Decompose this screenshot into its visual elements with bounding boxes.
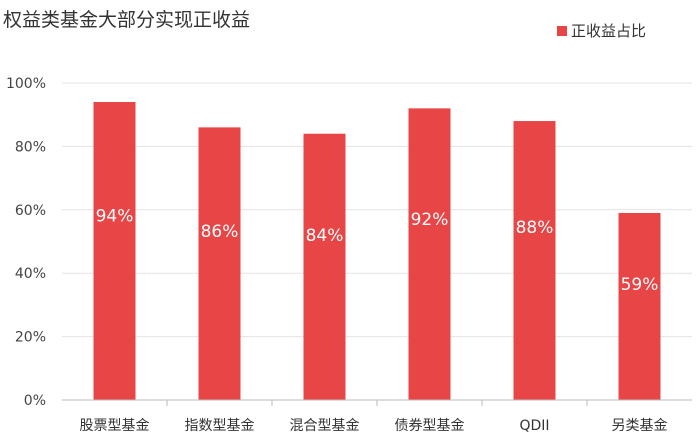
data-label: 92% <box>411 210 449 230</box>
x-tick-label: 股票型基金 <box>80 417 150 434</box>
data-label: 84% <box>306 226 344 246</box>
x-tick-label: QDII <box>519 418 549 434</box>
y-tick-label: 0% <box>24 393 46 409</box>
bar <box>303 133 346 400</box>
bar <box>93 102 136 401</box>
legend: 正收益占比 <box>557 22 646 40</box>
chart-title: 权益类基金大部分实现正收益 <box>3 9 250 31</box>
bar <box>198 127 241 400</box>
y-tick-label: 80% <box>15 139 46 155</box>
data-label: 88% <box>516 218 554 238</box>
bar <box>513 121 556 400</box>
data-labels: 94% 86% 84% 92% 88% 59% <box>96 206 659 295</box>
bar <box>408 108 451 401</box>
y-tick-label: 40% <box>15 266 46 282</box>
x-axis: 股票型基金 指数型基金 混合型基金 债券型基金 QDII 另类基金 <box>62 399 692 434</box>
data-label: 59% <box>621 275 659 295</box>
y-tick-label: 60% <box>15 203 46 219</box>
x-tick-label: 混合型基金 <box>290 417 360 434</box>
x-tick-label: 指数型基金 <box>185 417 255 434</box>
gridlines <box>62 82 692 338</box>
y-tick-label: 100% <box>6 76 46 92</box>
x-tick-label: 债券型基金 <box>395 417 465 434</box>
legend-swatch <box>557 26 567 36</box>
y-axis: 0% 20% 40% 60% 80% 100% <box>6 76 46 409</box>
bar <box>618 212 661 400</box>
bars <box>93 102 661 401</box>
data-label: 94% <box>96 206 134 226</box>
legend-label: 正收益占比 <box>571 22 646 40</box>
x-tick-label: 另类基金 <box>612 417 668 434</box>
y-tick-label: 20% <box>15 330 46 346</box>
data-label: 86% <box>201 222 239 242</box>
